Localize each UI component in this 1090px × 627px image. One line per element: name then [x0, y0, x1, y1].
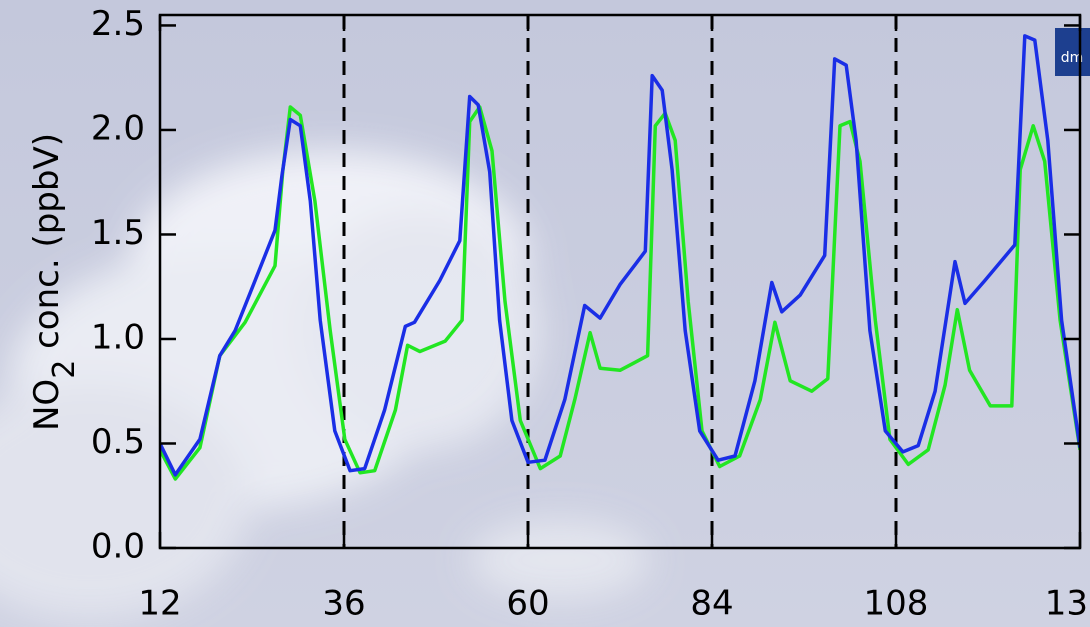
y-label-rest: conc. (ppbV): [27, 133, 67, 360]
x-tick-label: 13: [1045, 584, 1088, 624]
y-tick-label: 2.0: [91, 108, 145, 148]
y-tick-label: 0.5: [91, 422, 145, 462]
series-line: [160, 105, 1080, 481]
x-tick-label: 84: [690, 584, 733, 624]
y-label-main: NO: [27, 379, 67, 431]
y-label-sub: 2: [47, 360, 82, 379]
x-tick-label: 60: [506, 584, 549, 624]
logo: [1055, 28, 1090, 76]
logo-text: dm: [1061, 50, 1084, 66]
x-tick-label: 12: [138, 584, 181, 624]
y-tick-label: 1.0: [91, 317, 145, 357]
x-tick-label: 108: [864, 584, 929, 624]
y-tick-label: 1.5: [91, 213, 145, 253]
y-axis-label: NO2 conc. (ppbV): [27, 133, 83, 431]
axes: 0.0 0.5 1.0 1.5 2.0 2.5 12 36 60 84 108 13: [91, 4, 1088, 624]
plot-area: [160, 15, 1080, 548]
y-tick-label: 0.0: [91, 527, 145, 567]
x-tick-label: 36: [322, 584, 365, 624]
plot-frame: [158, 13, 1082, 550]
series-line: [160, 34, 1080, 477]
y-tick-label: 2.5: [91, 4, 145, 44]
